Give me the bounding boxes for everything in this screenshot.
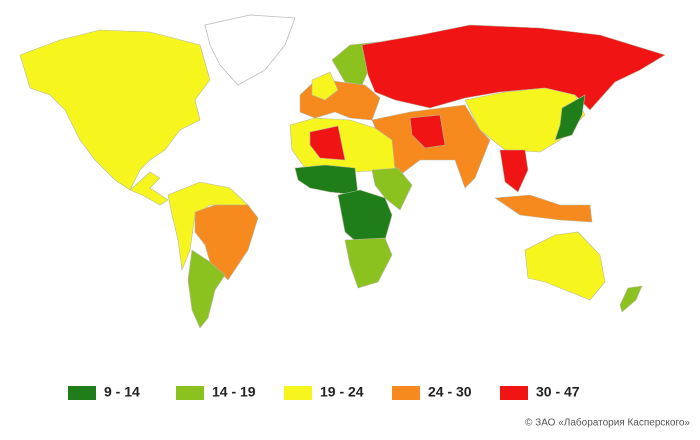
central-america [129,171,169,206]
legend-label: 9 - 14 [104,384,140,400]
greenland [204,14,296,86]
legend: 9 - 14 14 - 19 19 - 24 24 - 30 30 - 47 [68,384,580,400]
legend-swatch [176,386,204,400]
legend-label: 14 - 19 [212,384,256,400]
legend-label: 19 - 24 [320,384,364,400]
copyright: © ЗАО «Лаборатория Касперского» [525,417,690,429]
brazil [194,204,259,281]
central-africa [337,189,393,246]
legend-swatch [284,386,312,400]
legend-swatch [500,386,528,400]
east-africa [371,167,413,211]
legend-swatch [392,386,420,400]
indonesia [494,194,593,223]
west-africa [294,164,359,196]
australia [524,231,606,301]
legend-label: 24 - 30 [428,384,472,400]
legend-label: 30 - 47 [536,384,580,400]
iran [409,114,446,149]
southeast-asia [499,149,529,193]
new-zealand [619,285,643,313]
japan [554,94,586,141]
north-america [19,29,211,191]
world-map [19,14,666,329]
algeria [309,125,346,161]
argentina [187,249,226,329]
legend-swatch [68,386,96,400]
southern-africa [344,237,393,289]
western-europe [311,71,339,101]
